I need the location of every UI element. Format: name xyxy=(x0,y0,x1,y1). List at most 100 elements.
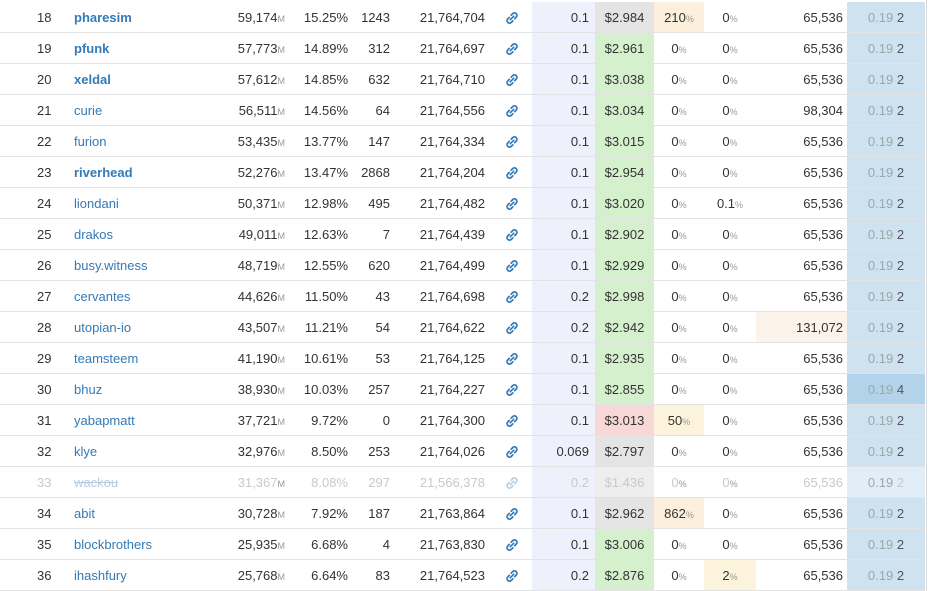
witness-link[interactable]: yabapmatt xyxy=(74,412,135,428)
witness-link[interactable]: curie xyxy=(74,102,103,118)
link-icon[interactable] xyxy=(505,257,519,272)
witness-link[interactable]: busy.witness xyxy=(74,257,148,273)
pct1-cell: 0% xyxy=(654,125,704,157)
version-sub: 2 xyxy=(896,536,905,552)
last-block-value: 21,764,710 xyxy=(419,71,485,87)
missed-cell: 1243 xyxy=(355,2,397,33)
block-size-value: 65,536 xyxy=(803,567,843,583)
witness-table: 18 pharesim 59,174M 15.25% 1243 21,764,7… xyxy=(0,2,925,591)
witness-link[interactable]: bhuz xyxy=(74,381,103,397)
link-icon[interactable] xyxy=(505,71,519,86)
pct2-unit: % xyxy=(729,323,738,334)
votes-unit: M xyxy=(277,540,286,551)
ratio-value: 0.1 xyxy=(570,412,589,428)
missed-cell: 53 xyxy=(355,342,397,374)
link-icon[interactable] xyxy=(505,350,519,365)
link-cell xyxy=(492,528,532,560)
price-feed-value: $3.020 xyxy=(604,195,645,211)
price-feed-cell: $2.998 xyxy=(595,280,654,312)
witness-link[interactable]: liondani xyxy=(74,195,119,211)
link-icon[interactable] xyxy=(505,381,519,396)
version-sub: 4 xyxy=(896,381,905,397)
witness-name-cell: bhuz xyxy=(62,373,212,405)
link-icon[interactable] xyxy=(505,505,519,520)
price-feed-value: $2.984 xyxy=(604,9,645,25)
share-value: 12.98% xyxy=(303,195,348,211)
version-cell: 0.19 2 xyxy=(847,156,925,188)
table-row: 29 teamsteem 41,190M 10.61% 53 21,764,12… xyxy=(0,342,925,374)
ratio-cell: 0.2 xyxy=(532,559,595,591)
witness-link[interactable]: abit xyxy=(74,505,95,521)
link-icon[interactable] xyxy=(505,164,519,179)
pct2-unit: % xyxy=(729,292,738,303)
witness-link[interactable]: blockbrothers xyxy=(74,536,153,552)
block-size-value: 65,536 xyxy=(803,536,843,552)
witness-link[interactable]: pfunk xyxy=(74,40,110,56)
link-icon[interactable] xyxy=(505,133,519,148)
pct2-cell: 0% xyxy=(704,249,756,281)
rank-cell: 31 xyxy=(0,404,62,436)
link-icon[interactable] xyxy=(505,40,519,55)
ratio-value: 0.1 xyxy=(570,257,589,273)
link-cell xyxy=(492,63,532,95)
link-icon[interactable] xyxy=(505,195,519,210)
link-icon[interactable] xyxy=(505,288,519,303)
votes-value: 48,719 xyxy=(237,257,278,273)
pct1-value: 0 xyxy=(671,195,679,211)
witness-name-cell: blockbrothers xyxy=(62,528,212,560)
rank: 35 xyxy=(37,536,52,552)
missed-value: 147 xyxy=(368,133,390,149)
pct1-cell: 0% xyxy=(654,94,704,126)
witness-link[interactable]: xeldal xyxy=(74,71,111,87)
votes-cell: 57,612M xyxy=(212,63,292,95)
price-feed-value: $2.797 xyxy=(604,443,645,459)
witness-link[interactable]: teamsteem xyxy=(74,350,139,366)
block-size-value: 65,536 xyxy=(803,164,843,180)
rank-cell: 34 xyxy=(0,497,62,529)
link-icon[interactable] xyxy=(505,226,519,241)
link-icon[interactable] xyxy=(505,536,519,551)
link-cell xyxy=(492,187,532,219)
ratio-cell: 0.1 xyxy=(532,156,595,188)
pct1-cell: 0% xyxy=(654,373,704,405)
ratio-cell: 0.1 xyxy=(532,404,595,436)
link-icon[interactable] xyxy=(505,412,519,427)
link-icon[interactable] xyxy=(505,474,519,489)
price-feed-value: $2.855 xyxy=(604,381,645,397)
witness-link[interactable]: pharesim xyxy=(74,9,132,25)
share-cell: 8.50% xyxy=(292,435,355,467)
pct1-unit: % xyxy=(685,509,694,520)
witness-link[interactable]: wackou xyxy=(74,474,119,490)
pct1-cell: 0% xyxy=(654,311,704,343)
price-feed-cell: $2.984 xyxy=(595,2,654,33)
pct2-value: 0 xyxy=(722,102,730,118)
share-cell: 11.50% xyxy=(292,280,355,312)
link-icon[interactable] xyxy=(505,443,519,458)
link-icon[interactable] xyxy=(505,102,519,117)
witness-link[interactable]: klye xyxy=(74,443,98,459)
ratio-value: 0.1 xyxy=(570,536,589,552)
witness-link[interactable]: ihashfury xyxy=(74,567,127,583)
version-sub: 2 xyxy=(896,40,905,56)
witness-link[interactable]: furion xyxy=(74,133,107,149)
votes-cell: 56,511M xyxy=(212,94,292,126)
link-icon[interactable] xyxy=(505,567,519,582)
witness-link[interactable]: utopian-io xyxy=(74,319,132,335)
witness-link[interactable]: cervantes xyxy=(74,288,131,304)
witness-link[interactable]: riverhead xyxy=(74,164,133,180)
link-icon[interactable] xyxy=(505,9,519,24)
ratio-cell: 0.069 xyxy=(532,435,595,467)
price-feed-cell: $3.015 xyxy=(595,125,654,157)
witness-name-cell: yabapmatt xyxy=(62,404,212,436)
pct2-value: 0 xyxy=(722,319,730,335)
link-cell xyxy=(492,32,532,64)
pct1-unit: % xyxy=(678,168,687,179)
votes-unit: M xyxy=(277,137,286,148)
witness-link[interactable]: drakos xyxy=(74,226,114,242)
version-main: 0.19 xyxy=(867,381,894,397)
votes-value: 59,174 xyxy=(237,9,278,25)
block-size-cell: 65,536 xyxy=(756,466,847,498)
link-icon[interactable] xyxy=(505,319,519,334)
last-block-cell: 21,764,125 xyxy=(397,342,492,374)
pct1-unit: % xyxy=(678,137,687,148)
